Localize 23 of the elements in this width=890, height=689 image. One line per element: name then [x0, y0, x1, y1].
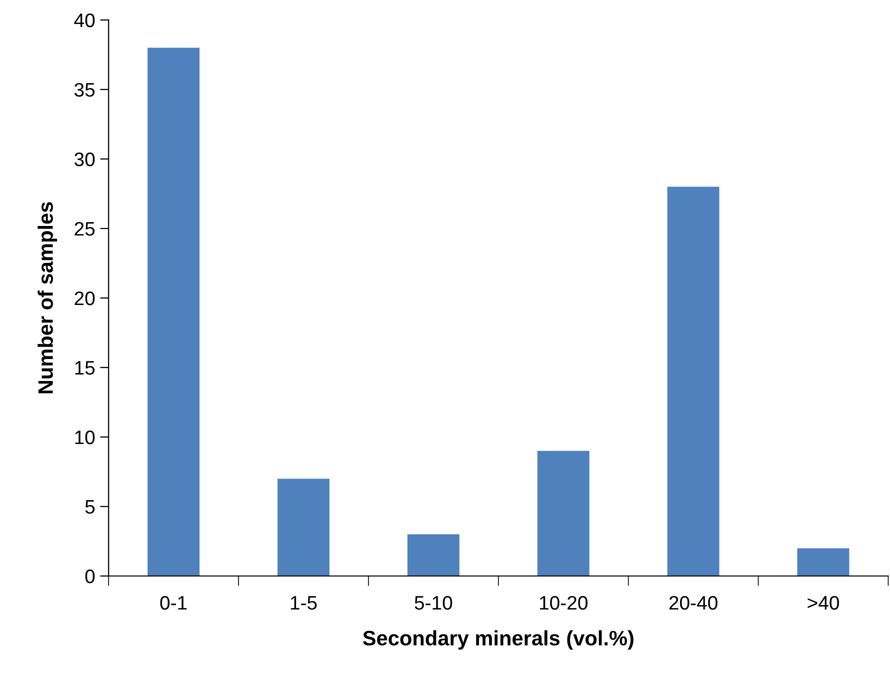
- y-tick-label: 25: [74, 222, 95, 236]
- y-tick-label: 15: [75, 361, 95, 375]
- x-tick-label: 10-20: [540, 596, 588, 610]
- bar: [148, 48, 200, 576]
- bar: [667, 186, 720, 576]
- y-axis-title: Number of samples: [38, 202, 58, 394]
- y-tick-label: 35: [74, 82, 95, 97]
- x-tick-label: 20-40: [669, 596, 718, 610]
- x-axis-title: Secondary minerals (vol.%): [362, 630, 634, 650]
- y-tick-label: 30: [74, 152, 95, 166]
- y-tick-label: 10: [75, 430, 95, 444]
- x-tick-label: 1-5: [290, 596, 317, 610]
- y-tick-label: 20: [74, 291, 95, 306]
- y-tick-label: 5: [85, 500, 95, 514]
- y-tick-label: 40: [74, 13, 95, 28]
- bar: [278, 478, 330, 576]
- bar: [537, 450, 590, 576]
- x-tick-label: 5-10: [414, 596, 452, 610]
- bar: [797, 548, 850, 576]
- y-tick-label: 0: [85, 569, 95, 584]
- x-tick-label: >40: [808, 596, 839, 610]
- x-tick-label: 0-1: [160, 596, 187, 610]
- bar: [407, 534, 460, 576]
